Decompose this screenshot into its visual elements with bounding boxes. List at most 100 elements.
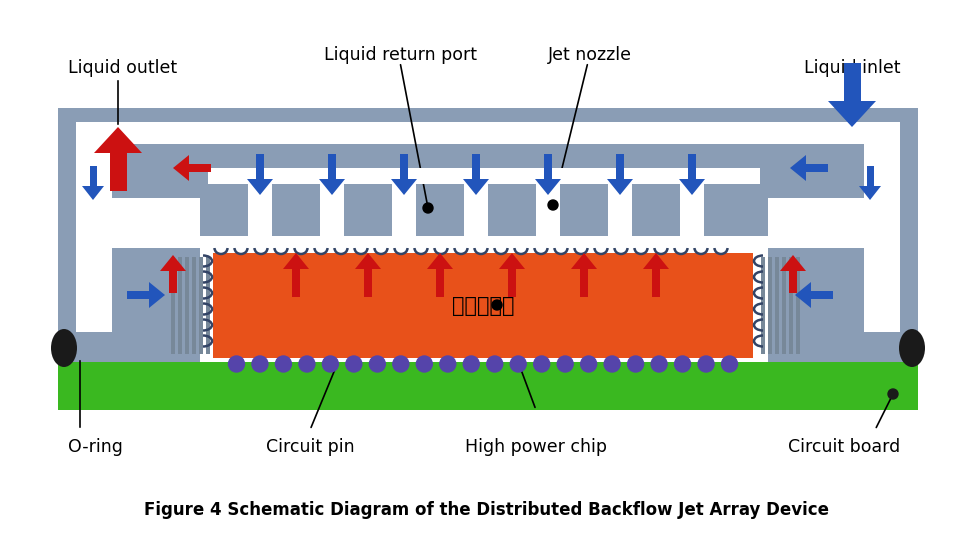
Bar [544, 154, 552, 179]
Circle shape [346, 356, 362, 372]
Text: Liquid outlet: Liquid outlet [68, 59, 177, 77]
Polygon shape [247, 179, 273, 195]
Polygon shape [173, 155, 189, 181]
Circle shape [548, 200, 558, 210]
Bar [89, 166, 96, 186]
Circle shape [698, 356, 714, 372]
Circle shape [721, 356, 738, 372]
Polygon shape [828, 101, 876, 127]
Bar [178, 257, 182, 354]
Polygon shape [780, 255, 806, 271]
Text: O-ring: O-ring [68, 438, 122, 456]
Bar [76, 122, 112, 332]
Polygon shape [607, 179, 633, 195]
Circle shape [464, 356, 479, 372]
Circle shape [492, 300, 502, 310]
Bar [652, 269, 660, 297]
Text: 请输入文字: 请输入文字 [452, 295, 514, 316]
Circle shape [534, 356, 550, 372]
Circle shape [228, 356, 245, 372]
Polygon shape [643, 253, 669, 269]
Text: Jet nozzle: Jet nozzle [548, 46, 632, 64]
Bar [464, 168, 488, 236]
Ellipse shape [899, 329, 925, 367]
Bar [796, 257, 800, 354]
Bar [169, 271, 177, 293]
Circle shape [393, 356, 409, 372]
Bar [171, 257, 175, 354]
Bar [472, 154, 480, 179]
Text: Figure 4 Schematic Diagram of the Distributed Backflow Jet Array Device: Figure 4 Schematic Diagram of the Distri… [144, 501, 828, 519]
Bar [58, 108, 918, 388]
Polygon shape [463, 179, 489, 195]
Bar [754, 198, 864, 248]
Bar [199, 257, 203, 354]
Bar [806, 164, 828, 172]
Polygon shape [355, 253, 381, 269]
Polygon shape [795, 282, 811, 308]
Bar [185, 257, 189, 354]
Bar [58, 362, 918, 410]
Bar [608, 168, 632, 236]
Bar [112, 198, 222, 248]
Polygon shape [859, 186, 881, 200]
Bar [392, 168, 416, 236]
Circle shape [416, 356, 433, 372]
Polygon shape [679, 179, 705, 195]
Circle shape [510, 356, 526, 372]
Circle shape [675, 356, 690, 372]
Polygon shape [571, 253, 597, 269]
Circle shape [605, 356, 620, 372]
Bar [866, 166, 874, 186]
Circle shape [487, 356, 503, 372]
Bar [688, 154, 696, 179]
Circle shape [557, 356, 573, 372]
Polygon shape [790, 155, 806, 181]
Bar [208, 168, 760, 184]
Text: Liquid return port: Liquid return port [324, 46, 476, 64]
Bar [436, 269, 444, 297]
Bar [320, 168, 344, 236]
Bar [680, 168, 704, 236]
Polygon shape [82, 186, 104, 200]
Bar [616, 154, 624, 179]
Circle shape [888, 389, 898, 399]
Bar [364, 269, 372, 297]
Bar [328, 154, 336, 179]
Bar [110, 153, 126, 191]
Bar [844, 63, 860, 101]
Bar [864, 122, 900, 332]
Polygon shape [535, 179, 561, 195]
Bar [256, 154, 264, 179]
Bar [768, 257, 772, 354]
Bar [248, 168, 272, 236]
Polygon shape [149, 282, 165, 308]
Bar [213, 253, 753, 358]
Bar [400, 154, 408, 179]
Bar [200, 168, 768, 362]
Polygon shape [94, 127, 142, 153]
Bar [580, 269, 588, 297]
Bar [127, 291, 149, 299]
Bar [789, 271, 797, 293]
Circle shape [323, 356, 338, 372]
Bar [508, 269, 516, 297]
Bar [200, 168, 768, 236]
Bar [775, 257, 779, 354]
Circle shape [580, 356, 597, 372]
Polygon shape [499, 253, 525, 269]
Bar [761, 257, 765, 354]
Bar [292, 269, 300, 297]
Bar [192, 257, 196, 354]
Bar [789, 257, 793, 354]
Circle shape [299, 356, 315, 372]
Circle shape [423, 203, 433, 213]
Polygon shape [427, 253, 453, 269]
Polygon shape [283, 253, 309, 269]
Text: Circuit pin: Circuit pin [265, 438, 355, 456]
Bar [782, 257, 786, 354]
Circle shape [252, 356, 268, 372]
Polygon shape [391, 179, 417, 195]
Circle shape [651, 356, 667, 372]
Circle shape [439, 356, 456, 372]
